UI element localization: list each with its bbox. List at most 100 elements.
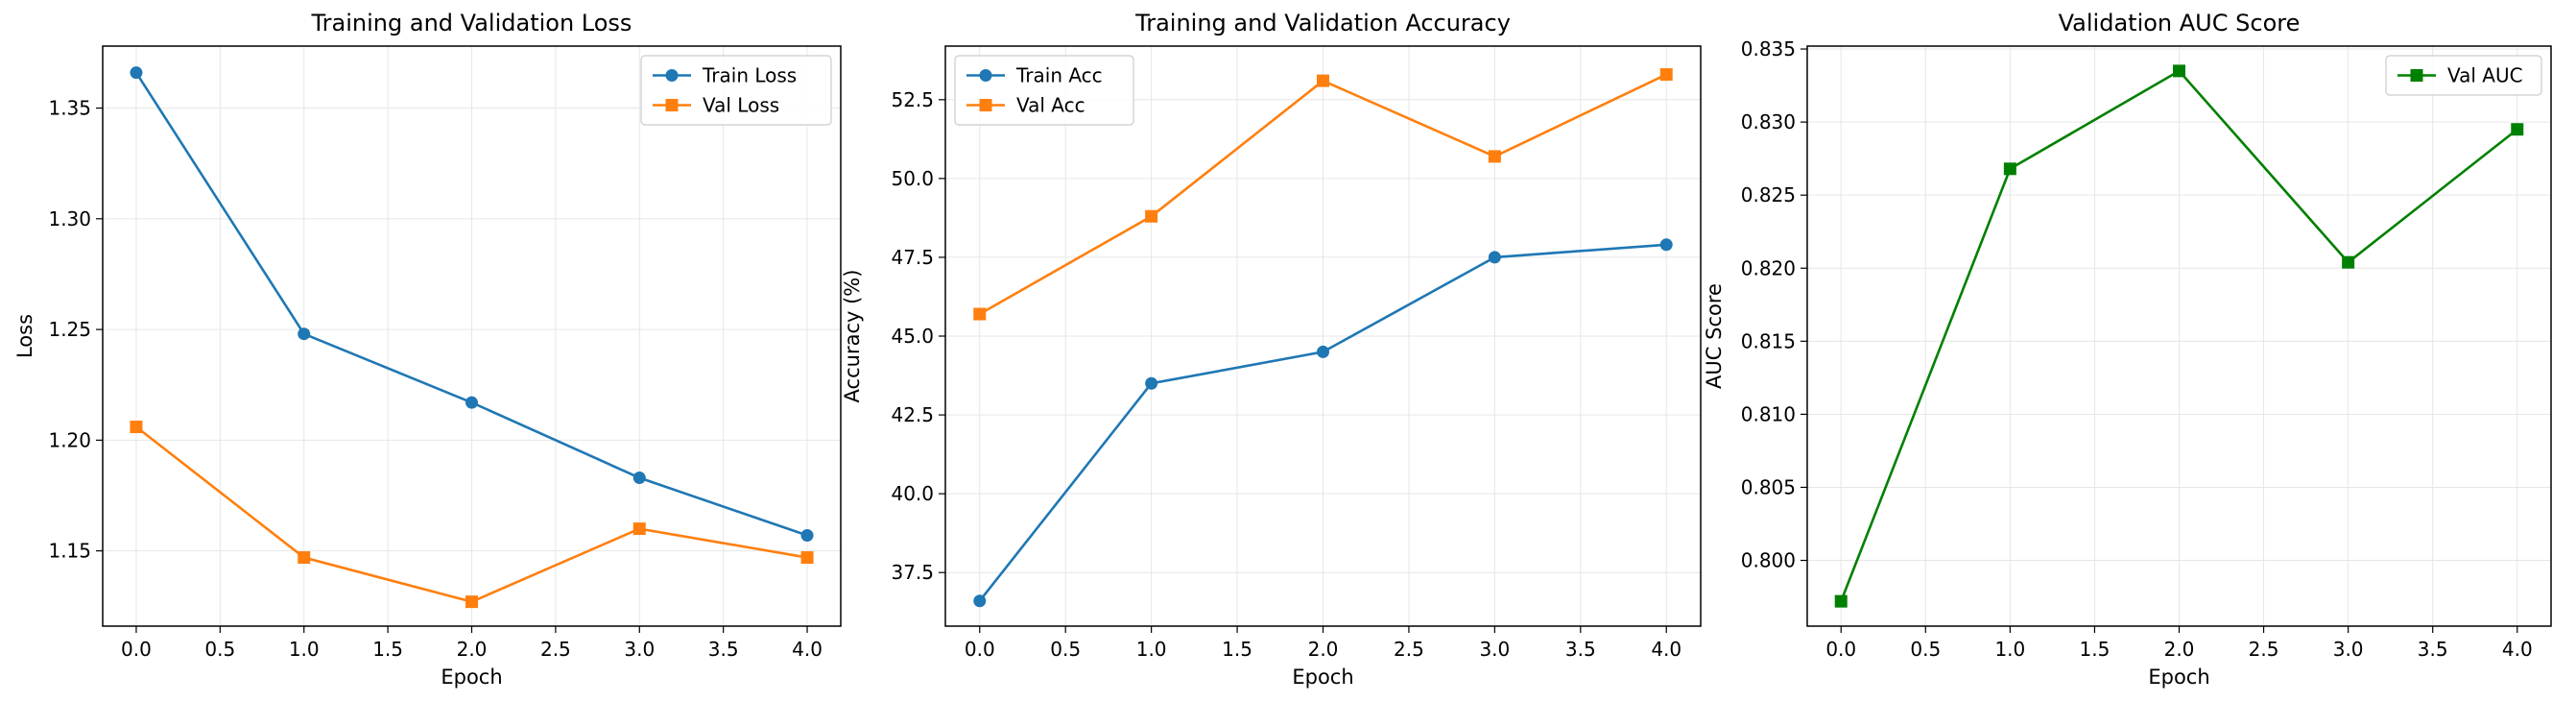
legend-marker bbox=[979, 69, 992, 82]
x-tick-label: 2.5 bbox=[2249, 638, 2279, 661]
legend-label: Train Loss bbox=[702, 64, 797, 87]
legend-box bbox=[2385, 55, 2542, 96]
legend-marker bbox=[979, 99, 992, 111]
legend-marker bbox=[665, 69, 679, 82]
y-tick-label: 45.0 bbox=[891, 325, 934, 348]
data-point bbox=[2511, 123, 2524, 136]
y-tick-label: 1.30 bbox=[48, 207, 91, 230]
data-point bbox=[632, 472, 646, 485]
y-axis-label: AUC Score bbox=[1703, 283, 1726, 389]
data-point bbox=[465, 595, 478, 609]
data-point bbox=[1145, 376, 1158, 390]
legend-label: Train Acc bbox=[1015, 64, 1103, 87]
y-tick-label: 0.805 bbox=[1741, 475, 1796, 498]
y-tick-label: 0.830 bbox=[1741, 110, 1796, 133]
data-point bbox=[298, 551, 311, 565]
data-point bbox=[1659, 68, 1673, 82]
y-tick-label: 0.815 bbox=[1741, 329, 1796, 352]
x-tick-label: 2.0 bbox=[457, 638, 488, 661]
y-tick-label: 1.20 bbox=[48, 428, 91, 451]
data-point bbox=[1834, 594, 1848, 608]
x-tick-label: 1.0 bbox=[1994, 638, 2025, 661]
plot-frame bbox=[1806, 45, 2552, 627]
x-tick-label: 2.5 bbox=[1394, 638, 1424, 661]
x-tick-label: 4.0 bbox=[792, 638, 823, 661]
y-tick-label: 40.0 bbox=[891, 482, 934, 505]
x-tick-label: 3.0 bbox=[1479, 638, 1510, 661]
chart-title: Training and Validation Loss bbox=[311, 10, 632, 36]
legend: Val AUC bbox=[2385, 55, 2542, 96]
data-point bbox=[298, 327, 311, 341]
x-tick-label: 3.5 bbox=[1565, 638, 1596, 661]
data-point bbox=[800, 551, 814, 565]
x-tick-label: 0.5 bbox=[1910, 638, 1941, 661]
legend-marker bbox=[665, 99, 679, 111]
y-tick-label: 0.820 bbox=[1741, 256, 1796, 279]
data-point bbox=[632, 522, 646, 536]
y-tick-label: 50.0 bbox=[891, 167, 934, 190]
data-point bbox=[1488, 150, 1501, 163]
data-point bbox=[130, 66, 143, 80]
legend: Train Acc Val Acc bbox=[954, 55, 1134, 126]
y-tick-label: 1.25 bbox=[48, 318, 91, 341]
x-axis-label: Epoch bbox=[2148, 666, 2209, 689]
x-tick-label: 3.0 bbox=[2333, 638, 2364, 661]
legend-label: Val AUC bbox=[2447, 64, 2523, 87]
y-tick-label: 1.35 bbox=[48, 97, 91, 120]
chart-title: Validation AUC Score bbox=[2059, 10, 2301, 36]
x-tick-label: 0.5 bbox=[1050, 638, 1081, 661]
y-tick-label: 42.5 bbox=[891, 403, 934, 426]
plot-frame bbox=[102, 45, 842, 627]
data-point bbox=[1488, 251, 1501, 264]
data-point bbox=[465, 396, 478, 409]
x-tick-label: 3.5 bbox=[708, 638, 739, 661]
data-point bbox=[2173, 64, 2185, 78]
legend-label: Val Acc bbox=[1016, 94, 1085, 117]
x-tick-label: 0.0 bbox=[121, 638, 152, 661]
data-point bbox=[1317, 74, 1329, 87]
y-tick-label: 0.810 bbox=[1741, 402, 1796, 425]
y-axis-label: Loss bbox=[13, 314, 36, 358]
x-tick-label: 1.5 bbox=[1222, 638, 1252, 661]
data-point bbox=[2342, 255, 2355, 269]
data-point bbox=[973, 594, 987, 608]
x-tick-label: 3.0 bbox=[624, 638, 655, 661]
x-tick-label: 0.5 bbox=[204, 638, 235, 661]
x-tick-label: 4.0 bbox=[1651, 638, 1682, 661]
legend-box bbox=[954, 55, 1134, 126]
chart-panel-1: 0.0 0.5 1.0 1.5 2.0 2.5 3.0 3.5 4.0 1.15 1.20 1.25 1… bbox=[13, 10, 842, 689]
legend: Train Loss Val Loss bbox=[640, 55, 832, 126]
data-point bbox=[1659, 238, 1673, 252]
y-tick-label: 37.5 bbox=[891, 561, 934, 584]
x-tick-label: 4.0 bbox=[2502, 638, 2533, 661]
chart-panel-2: 0.0 0.5 1.0 1.5 2.0 2.5 3.0 3.5 4.0 37.5 40.0 42.5 4… bbox=[841, 10, 1702, 689]
y-tick-label: 1.15 bbox=[48, 540, 91, 563]
y-tick-label: 0.835 bbox=[1741, 37, 1796, 61]
data-point bbox=[1145, 209, 1158, 223]
x-tick-label: 1.5 bbox=[372, 638, 403, 661]
x-axis-label: Epoch bbox=[1292, 666, 1353, 689]
legend-label: Val Loss bbox=[703, 94, 779, 117]
x-tick-label: 2.5 bbox=[540, 638, 571, 661]
data-point bbox=[1317, 345, 1329, 358]
x-tick-label: 2.0 bbox=[1308, 638, 1339, 661]
data-point bbox=[800, 528, 814, 542]
x-tick-label: 0.0 bbox=[1825, 638, 1856, 661]
y-tick-label: 0.800 bbox=[1741, 549, 1796, 572]
y-tick-label: 0.825 bbox=[1741, 183, 1796, 206]
x-tick-label: 0.0 bbox=[965, 638, 995, 661]
x-axis-label: Epoch bbox=[441, 666, 502, 689]
plot-frame bbox=[944, 45, 1702, 627]
legend-marker bbox=[2410, 69, 2423, 82]
chart-title: Training and Validation Accuracy bbox=[1134, 10, 1511, 36]
data-point bbox=[2003, 162, 2016, 176]
y-tick-label: 47.5 bbox=[891, 246, 934, 269]
x-tick-label: 3.5 bbox=[2418, 638, 2448, 661]
data-point bbox=[973, 307, 987, 321]
legend-box bbox=[640, 55, 832, 126]
y-axis-label: Accuracy (%) bbox=[841, 270, 864, 403]
x-tick-label: 1.0 bbox=[289, 638, 320, 661]
data-point bbox=[130, 421, 143, 434]
x-tick-label: 1.0 bbox=[1136, 638, 1167, 661]
